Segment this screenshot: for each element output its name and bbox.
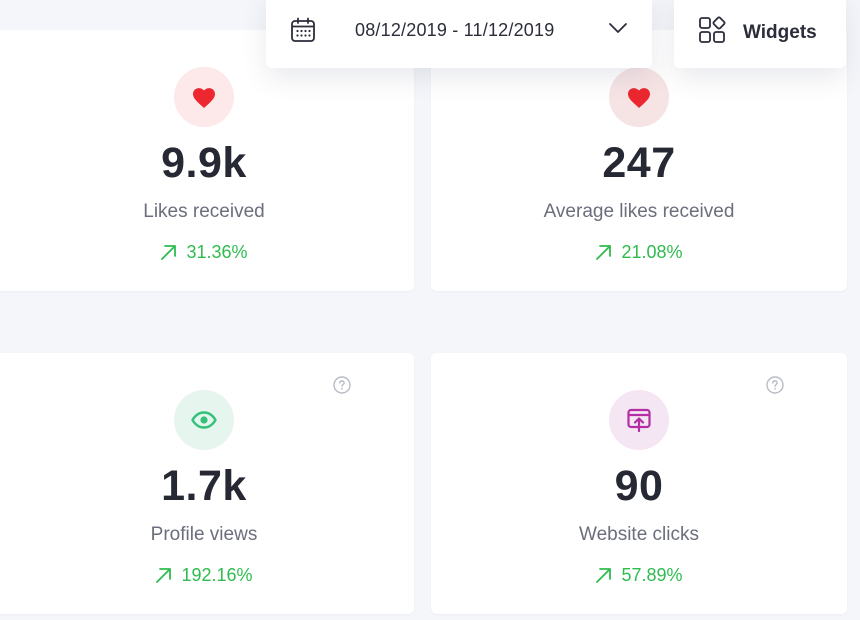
stat-change-value: 57.89%	[621, 565, 683, 585]
stat-value: 9.9k	[161, 139, 247, 187]
likes-received-card: 9.9k Likes received 31.36%	[0, 30, 414, 291]
stat-label: Profile views	[150, 524, 258, 545]
stat-change-value: 192.16%	[181, 565, 253, 585]
date-range-value: 08/12/2019 - 11/12/2019	[355, 20, 555, 40]
heart-icon	[174, 67, 234, 127]
stat-change: 31.36%	[0, 242, 414, 263]
stat-label: Average likes received	[543, 201, 735, 222]
average-likes-card: 247 Average likes received 21.08%	[431, 30, 847, 291]
stat-label: Website clicks	[578, 524, 699, 545]
website-clicks-card: 90 Website clicks 57.89%	[431, 353, 847, 614]
stat-change: 57.89%	[431, 565, 847, 586]
window-upload-icon	[609, 390, 669, 450]
help-icon[interactable]	[333, 376, 351, 394]
stat-change: 192.16%	[0, 565, 414, 586]
profile-views-card: 1.7k Profile views 192.16%	[0, 353, 414, 614]
stat-change-value: 31.36%	[186, 242, 248, 262]
widgets-grid-icon	[699, 16, 726, 43]
stat-change: 21.08%	[431, 242, 847, 263]
arrow-up-right-icon	[596, 245, 612, 260]
chevron-down-icon	[609, 23, 627, 33]
arrow-up-right-icon	[161, 245, 177, 260]
stat-value: 90	[614, 462, 664, 510]
eye-icon	[174, 390, 234, 450]
widgets-button[interactable]: Widgets	[674, 0, 846, 68]
stat-change-value: 21.08%	[621, 242, 683, 262]
stat-label: Likes received	[143, 201, 265, 222]
calendar-icon	[291, 17, 315, 42]
stat-value: 247	[602, 139, 676, 187]
widgets-label: Widgets	[743, 22, 817, 43]
stat-value: 1.7k	[161, 462, 247, 510]
arrow-up-right-icon	[156, 568, 172, 583]
help-icon[interactable]	[766, 376, 784, 394]
date-range-picker[interactable]: 08/12/2019 - 11/12/2019	[266, 0, 652, 68]
arrow-up-right-icon	[596, 568, 612, 583]
heart-icon	[609, 67, 669, 127]
